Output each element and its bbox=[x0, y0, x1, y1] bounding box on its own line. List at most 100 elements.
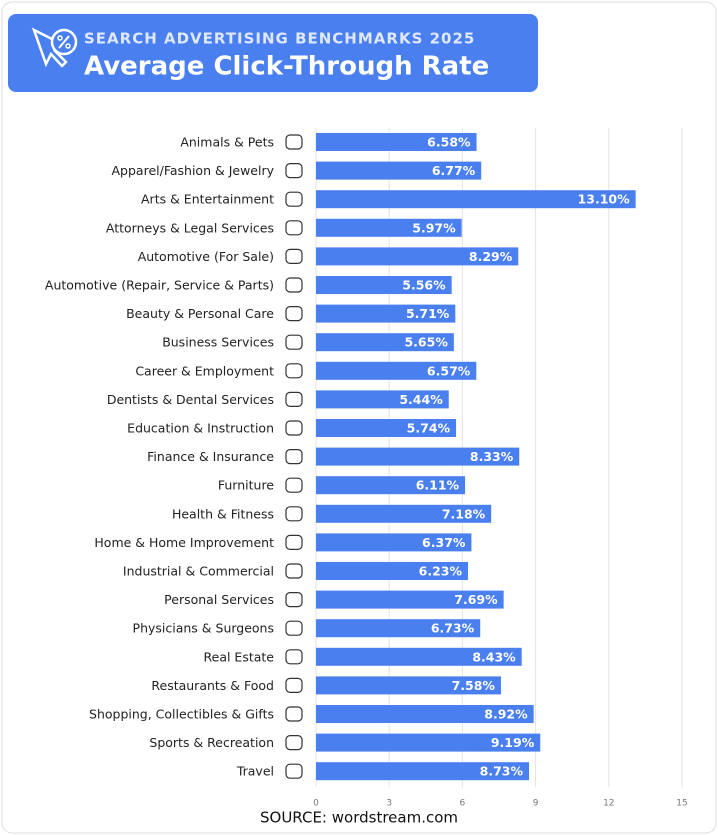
bar bbox=[316, 705, 534, 723]
category-icon bbox=[285, 363, 303, 379]
category-label: Automotive (For Sale) bbox=[138, 249, 274, 264]
category-label: Automotive (Repair, Service & Parts) bbox=[45, 278, 274, 293]
category-icon bbox=[285, 449, 303, 465]
category-label: Business Services bbox=[162, 335, 274, 350]
category-icon bbox=[285, 420, 303, 436]
category-label: Industrial & Commercial bbox=[123, 564, 274, 579]
category-label: Arts & Entertainment bbox=[141, 192, 274, 207]
value-label: 5.56% bbox=[402, 278, 446, 293]
category-label: Restaurants & Food bbox=[151, 678, 274, 693]
bar bbox=[316, 476, 466, 495]
value-label: 5.44% bbox=[399, 392, 443, 407]
bar bbox=[316, 390, 449, 409]
value-label: 8.29% bbox=[469, 249, 513, 264]
value-label: 6.23% bbox=[419, 564, 463, 579]
category-icon bbox=[285, 220, 303, 236]
value-label: 8.92% bbox=[484, 707, 528, 722]
category-icon bbox=[285, 677, 303, 694]
category-icon bbox=[285, 391, 303, 407]
category-label: Attorneys & Legal Services bbox=[106, 220, 274, 235]
value-label: 7.69% bbox=[454, 592, 498, 607]
category-icon bbox=[285, 334, 303, 350]
value-label: 6.37% bbox=[422, 535, 466, 550]
category-label: Physicians & Surgeons bbox=[133, 621, 274, 636]
bar bbox=[316, 133, 477, 151]
bar bbox=[316, 190, 636, 209]
value-label: 7.18% bbox=[442, 506, 486, 521]
value-label: 5.65% bbox=[404, 335, 448, 350]
category-icon bbox=[285, 477, 303, 493]
value-label: 8.33% bbox=[470, 449, 514, 464]
category-label: Apparel/Fashion & Jewelry bbox=[112, 163, 275, 178]
category-icon bbox=[285, 306, 303, 322]
chart-subtitle: SEARCH ADVERTISING BENCHMARKS 2025 bbox=[84, 30, 475, 48]
category-icon bbox=[285, 734, 303, 751]
value-label: 8.73% bbox=[480, 764, 524, 779]
category-icon bbox=[285, 248, 303, 264]
category-icon bbox=[285, 277, 303, 293]
category-label: Dentists & Dental Services bbox=[107, 392, 274, 407]
value-label: 6.77% bbox=[432, 163, 476, 178]
category-label: Animals & Pets bbox=[180, 135, 274, 150]
bar bbox=[316, 619, 481, 638]
bar bbox=[316, 447, 520, 466]
x-tick-label: 15 bbox=[676, 799, 687, 809]
bar bbox=[316, 304, 456, 323]
category-icon bbox=[285, 506, 303, 522]
category-label: Education & Instruction bbox=[127, 421, 274, 436]
category-label: Real Estate bbox=[204, 649, 275, 664]
header-icon bbox=[31, 27, 78, 68]
category-label: Career & Employment bbox=[135, 363, 274, 378]
source-note: SOURCE: wordstream.com bbox=[260, 809, 458, 827]
category-label: Personal Services bbox=[164, 592, 274, 607]
value-label: 9.19% bbox=[491, 735, 535, 750]
x-tick-label: 6 bbox=[460, 799, 466, 809]
bar bbox=[316, 733, 541, 752]
value-label: 5.97% bbox=[412, 220, 456, 235]
category-label: Health & Fitness bbox=[172, 506, 274, 521]
bar bbox=[316, 361, 477, 380]
bar bbox=[316, 533, 472, 552]
bar bbox=[316, 504, 492, 523]
bar bbox=[316, 247, 519, 266]
x-tick-label: 0 bbox=[313, 799, 319, 809]
value-label: 8.43% bbox=[472, 649, 516, 664]
value-label: 5.74% bbox=[407, 421, 451, 436]
bar bbox=[316, 333, 454, 352]
value-label: 7.58% bbox=[452, 678, 496, 693]
category-label: Travel bbox=[236, 764, 274, 779]
bar bbox=[316, 276, 452, 294]
value-label: 6.73% bbox=[431, 621, 475, 636]
value-label: 6.11% bbox=[416, 478, 460, 493]
category-label: Sports & Recreation bbox=[149, 735, 274, 750]
bar bbox=[316, 562, 469, 580]
value-label: 5.71% bbox=[406, 306, 450, 321]
x-tick-label: 12 bbox=[603, 799, 614, 809]
category-icon bbox=[285, 563, 303, 579]
bar bbox=[316, 419, 457, 437]
bar bbox=[316, 762, 530, 781]
category-icon bbox=[285, 191, 303, 207]
value-label: 13.10% bbox=[578, 192, 631, 207]
bar bbox=[316, 161, 482, 180]
category-icon bbox=[285, 620, 303, 636]
category-icon bbox=[285, 649, 303, 665]
x-tick-label: 9 bbox=[533, 799, 539, 809]
category-icon bbox=[285, 134, 303, 150]
category-label: Finance & Insurance bbox=[147, 449, 274, 464]
chart-title: Average Click-Through Rate bbox=[84, 52, 489, 82]
bar bbox=[316, 218, 462, 237]
category-label: Home & Home Improvement bbox=[94, 535, 274, 550]
bar bbox=[316, 676, 501, 695]
value-label: 6.58% bbox=[427, 135, 471, 150]
category-icon bbox=[285, 706, 303, 722]
category-label: Furniture bbox=[218, 478, 274, 493]
category-icon bbox=[285, 763, 303, 779]
category-icon bbox=[285, 591, 303, 608]
category-label: Shopping, Collectibles & Gifts bbox=[89, 707, 274, 722]
x-tick-label: 3 bbox=[386, 799, 392, 809]
bar bbox=[316, 590, 504, 609]
